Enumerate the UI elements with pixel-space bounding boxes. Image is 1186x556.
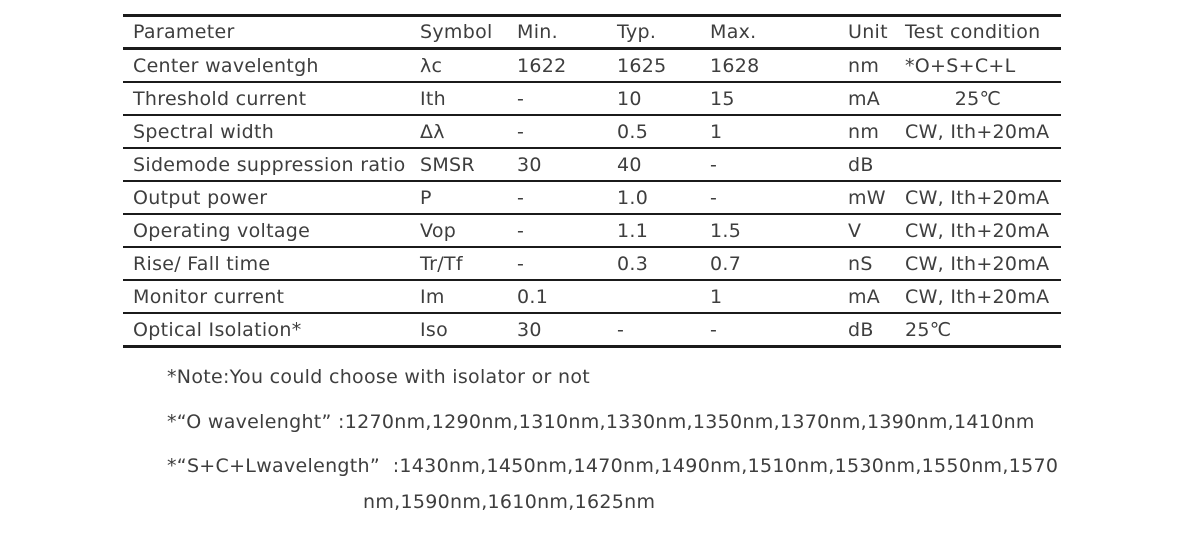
header-unit: Unit <box>838 15 895 50</box>
spec-table-body: Center wavelentgh λc 1622 1625 1628 nm *… <box>123 48 1061 348</box>
header-parameter: Parameter <box>123 15 410 50</box>
header-min: Min. <box>507 15 607 50</box>
header-symbol: Symbol <box>410 15 507 50</box>
cell-unit: nS <box>838 247 895 281</box>
cell-max: 1628 <box>700 48 838 83</box>
table-row-threshold-current: Threshold current Ith - 10 15 mA 25℃ <box>123 82 1061 116</box>
table-row-monitor-current: Monitor current Im 0.1 1 mA CW, Ith+20mA <box>123 280 1061 314</box>
note-isolator: *Note:You could choose with isolator or … <box>167 366 591 388</box>
cell-typ <box>607 280 700 314</box>
cell-symbol: Ith <box>410 82 507 116</box>
cell-test-condition: CW, Ith+20mA <box>895 214 1061 248</box>
cell-symbol: λc <box>410 48 507 83</box>
cell-typ: 1625 <box>607 48 700 83</box>
cell-min: - <box>507 115 607 149</box>
table-row-optical-isolation: Optical Isolation* Iso 30 - - dB 25℃ <box>123 313 1061 348</box>
cell-unit: mW <box>838 181 895 215</box>
header-row: Parameter Symbol Min. Typ. Max. Unit Tes… <box>123 15 1061 50</box>
cell-parameter: Optical Isolation* <box>123 313 410 348</box>
table-row-sidemode-suppression-ratio: Sidemode suppression ratio SMSR 30 40 - … <box>123 148 1061 182</box>
cell-symbol: Δλ <box>410 115 507 149</box>
cell-typ: - <box>607 313 700 348</box>
cell-parameter: Operating voltage <box>123 214 410 248</box>
cell-min: - <box>507 82 607 116</box>
cell-unit: mA <box>838 82 895 116</box>
cell-min: 30 <box>507 148 607 182</box>
cell-parameter: Spectral width <box>123 115 410 149</box>
cell-min: 1622 <box>507 48 607 83</box>
cell-test-condition <box>895 148 1061 182</box>
cell-max: 0.7 <box>700 247 838 281</box>
cell-min: - <box>507 181 607 215</box>
header-typ: Typ. <box>607 15 700 50</box>
cell-min: - <box>507 247 607 281</box>
note-o-band-wavelengths: *“O wavelenght” :1270nm,1290nm,1310nm,13… <box>167 411 1035 433</box>
cell-unit: dB <box>838 313 895 348</box>
cell-parameter: Center wavelentgh <box>123 48 410 83</box>
cell-unit: dB <box>838 148 895 182</box>
cell-symbol: P <box>410 181 507 215</box>
cell-typ: 40 <box>607 148 700 182</box>
cell-test-condition: CW, Ith+20mA <box>895 280 1061 314</box>
cell-parameter: Monitor current <box>123 280 410 314</box>
cell-symbol: Iso <box>410 313 507 348</box>
spec-table-header: Parameter Symbol Min. Typ. Max. Unit Tes… <box>123 15 1061 50</box>
cell-parameter: Output power <box>123 181 410 215</box>
cell-parameter: Threshold current <box>123 82 410 116</box>
cell-parameter: Sidemode suppression ratio <box>123 148 410 182</box>
note-scl-band-wavelengths-line1: *“S+C+Lwavelength” :1430nm,1450nm,1470nm… <box>167 455 1059 477</box>
cell-unit: mA <box>838 280 895 314</box>
cell-test-condition: CW, Ith+20mA <box>895 181 1061 215</box>
cell-test-condition: 25℃ <box>895 313 1061 348</box>
cell-max: 1 <box>700 115 838 149</box>
cell-min: 30 <box>507 313 607 348</box>
table-row-center-wavelength: Center wavelentgh λc 1622 1625 1628 nm *… <box>123 48 1061 83</box>
note-scl-band-wavelengths-line2: nm,1590nm,1610nm,1625nm <box>363 491 656 513</box>
cell-max: 15 <box>700 82 838 116</box>
cell-typ: 10 <box>607 82 700 116</box>
cell-max: 1.5 <box>700 214 838 248</box>
header-test-condition: Test condition <box>895 15 1061 50</box>
cell-symbol: Tr/Tf <box>410 247 507 281</box>
cell-symbol: Im <box>410 280 507 314</box>
cell-max: - <box>700 181 838 215</box>
cell-test-condition: CW, Ith+20mA <box>895 115 1061 149</box>
cell-typ: 1.0 <box>607 181 700 215</box>
cell-typ: 0.3 <box>607 247 700 281</box>
cell-typ: 1.1 <box>607 214 700 248</box>
cell-max: 1 <box>700 280 838 314</box>
table-row-rise-fall-time: Rise/ Fall time Tr/Tf - 0.3 0.7 nS CW, I… <box>123 247 1061 281</box>
spec-table: Parameter Symbol Min. Typ. Max. Unit Tes… <box>123 14 1061 348</box>
table-row-operating-voltage: Operating voltage Vop - 1.1 1.5 V CW, It… <box>123 214 1061 248</box>
cell-test-condition: *O+S+C+L <box>895 48 1061 83</box>
cell-symbol: Vop <box>410 214 507 248</box>
header-max: Max. <box>700 15 838 50</box>
table-row-output-power: Output power P - 1.0 - mW CW, Ith+20mA <box>123 181 1061 215</box>
cell-unit: nm <box>838 115 895 149</box>
cell-typ: 0.5 <box>607 115 700 149</box>
cell-min: - <box>507 214 607 248</box>
cell-max: - <box>700 313 838 348</box>
cell-test-condition: CW, Ith+20mA <box>895 247 1061 281</box>
cell-unit: V <box>838 214 895 248</box>
table-row-spectral-width: Spectral width Δλ - 0.5 1 nm CW, Ith+20m… <box>123 115 1061 149</box>
cell-unit: nm <box>838 48 895 83</box>
cell-symbol: SMSR <box>410 148 507 182</box>
cell-test-condition: 25℃ <box>895 82 1061 116</box>
cell-min: 0.1 <box>507 280 607 314</box>
cell-parameter: Rise/ Fall time <box>123 247 410 281</box>
cell-max: - <box>700 148 838 182</box>
